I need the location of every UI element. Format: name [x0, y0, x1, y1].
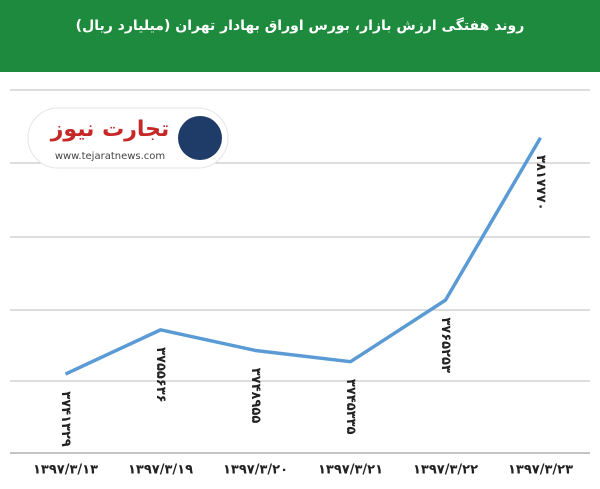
logo-icon — [178, 116, 222, 160]
value-label: ۳۸۱۷۷۷۰ — [533, 155, 548, 211]
value-label: ۳۷۶۵۲۵۳ — [438, 317, 453, 373]
value-label: ۳۷۴۵۳۳۵ — [343, 379, 358, 435]
logo-site: www.tejaratnews.com — [55, 151, 165, 162]
logo-name: تجارت نیوز — [50, 117, 170, 142]
x-tick-label: ۱۳۹۷/۳/۲۱ — [318, 463, 383, 478]
value-label: ۳۷۴۱۳۲۹ — [58, 391, 73, 447]
x-tick-label: ۱۳۹۷/۳/۲۲ — [413, 463, 478, 478]
chart-title: روند هفتگی ارزش بازار، بورس اوراق بهادار… — [76, 17, 525, 34]
logo: تجارت نیوز www.tejaratnews.com — [27, 107, 229, 169]
x-tick-label: ۱۳۹۷/۳/۱۳ — [33, 463, 98, 478]
x-tick-label: ۱۳۹۷/۳/۲۳ — [508, 463, 573, 478]
header-bar — [0, 0, 600, 72]
x-tick-label: ۱۳۹۷/۳/۱۹ — [128, 463, 193, 478]
x-tick-label: ۱۳۹۷/۳/۲۰ — [223, 463, 288, 478]
value-label: ۳۷۵۵۶۳۶ — [153, 347, 168, 403]
data-line — [64, 136, 543, 376]
logo-badge — [27, 107, 229, 169]
value-label: ۳۷۴۸۹۵۵ — [248, 368, 263, 424]
